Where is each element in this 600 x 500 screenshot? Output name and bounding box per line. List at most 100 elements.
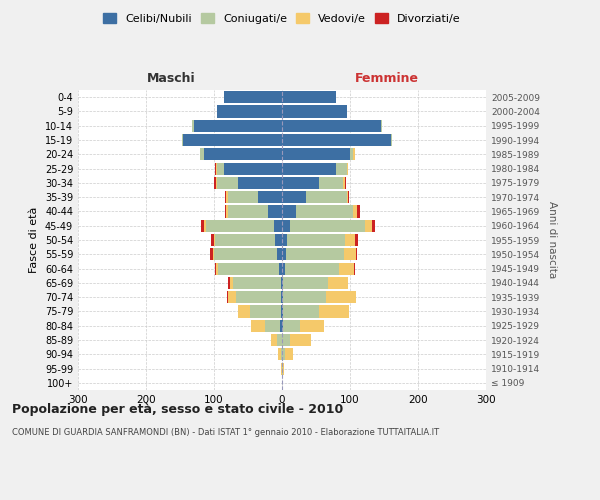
Y-axis label: Anni di nascita: Anni di nascita — [547, 202, 557, 278]
Bar — [227, 206, 268, 218]
Bar — [206, 220, 274, 232]
Bar — [281, 291, 282, 303]
Bar — [290, 220, 365, 232]
Bar — [290, 334, 311, 346]
Bar — [238, 177, 282, 189]
Bar — [265, 320, 280, 332]
Bar — [372, 220, 375, 232]
Bar — [233, 277, 281, 289]
Bar — [282, 220, 290, 232]
Bar — [215, 234, 275, 246]
Bar — [218, 262, 279, 274]
Bar — [216, 262, 218, 274]
Legend: Celibi/Nubili, Coniugati/e, Vedovi/e, Divorziati/e: Celibi/Nubili, Coniugati/e, Vedovi/e, Di… — [101, 10, 463, 26]
Bar — [212, 248, 214, 260]
Bar — [204, 148, 282, 160]
Bar — [287, 234, 345, 246]
Bar — [344, 248, 356, 260]
Bar — [283, 291, 326, 303]
Bar — [365, 220, 372, 232]
Bar — [282, 162, 337, 174]
Bar — [227, 191, 258, 203]
Bar — [238, 306, 250, 318]
Bar — [281, 306, 282, 318]
Bar — [226, 191, 227, 203]
Bar — [228, 277, 230, 289]
Bar — [211, 234, 214, 246]
Text: COMUNE DI GUARDIA SANFRAMONDI (BN) - Dati ISTAT 1° gennaio 2010 - Elaborazione T: COMUNE DI GUARDIA SANFRAMONDI (BN) - Dat… — [12, 428, 439, 437]
Bar — [215, 262, 216, 274]
Bar — [339, 262, 354, 274]
Bar — [282, 277, 283, 289]
Bar — [282, 206, 296, 218]
Bar — [357, 206, 360, 218]
Bar — [282, 320, 283, 332]
Bar — [350, 148, 353, 160]
Bar — [326, 291, 356, 303]
Bar — [282, 120, 380, 132]
Bar — [281, 348, 282, 360]
Bar — [344, 177, 346, 189]
Bar — [200, 148, 204, 160]
Bar — [283, 277, 328, 289]
Bar — [271, 334, 277, 346]
Bar — [268, 206, 282, 218]
Bar — [277, 248, 282, 260]
Bar — [343, 177, 344, 189]
Bar — [282, 106, 347, 118]
Bar — [281, 362, 282, 374]
Bar — [283, 362, 284, 374]
Bar — [282, 291, 283, 303]
Bar — [355, 234, 358, 246]
Bar — [345, 234, 355, 246]
Bar — [194, 120, 282, 132]
Bar — [301, 320, 324, 332]
Bar — [184, 134, 282, 146]
Bar — [258, 191, 282, 203]
Bar — [282, 262, 285, 274]
Bar — [282, 306, 283, 318]
Bar — [282, 134, 391, 146]
Bar — [274, 220, 282, 232]
Text: Maschi: Maschi — [146, 72, 196, 86]
Bar — [282, 148, 350, 160]
Bar — [282, 362, 283, 374]
Y-axis label: Fasce di età: Fasce di età — [29, 207, 39, 273]
Bar — [201, 220, 205, 232]
Bar — [283, 306, 319, 318]
Bar — [282, 248, 286, 260]
Bar — [216, 162, 217, 174]
Bar — [217, 106, 282, 118]
Bar — [285, 262, 339, 274]
Bar — [227, 291, 228, 303]
Bar — [354, 262, 355, 274]
Bar — [282, 334, 290, 346]
Bar — [306, 191, 347, 203]
Bar — [277, 334, 282, 346]
Bar — [282, 234, 287, 246]
Bar — [281, 277, 282, 289]
Bar — [347, 162, 348, 174]
Bar — [353, 148, 355, 160]
Bar — [214, 248, 277, 260]
Bar — [348, 191, 349, 203]
Bar — [236, 291, 281, 303]
Bar — [278, 348, 281, 360]
Bar — [217, 162, 224, 174]
Bar — [296, 206, 353, 218]
Bar — [285, 348, 293, 360]
Text: Popolazione per età, sesso e stato civile - 2010: Popolazione per età, sesso e stato civil… — [12, 402, 343, 415]
Bar — [224, 91, 282, 103]
Bar — [356, 248, 358, 260]
Bar — [226, 206, 227, 218]
Bar — [250, 306, 281, 318]
Bar — [275, 234, 282, 246]
Bar — [319, 306, 349, 318]
Bar — [215, 162, 216, 174]
Bar — [347, 191, 348, 203]
Bar — [380, 120, 382, 132]
Bar — [214, 177, 216, 189]
Bar — [230, 277, 233, 289]
Bar — [282, 91, 337, 103]
Bar — [224, 162, 282, 174]
